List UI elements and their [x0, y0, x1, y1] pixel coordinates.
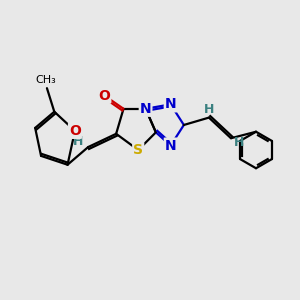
Text: O: O — [98, 88, 110, 103]
Text: CH₃: CH₃ — [35, 75, 56, 85]
Text: N: N — [165, 139, 176, 153]
Text: N: N — [140, 102, 152, 116]
Text: H: H — [204, 103, 214, 116]
Text: H: H — [234, 136, 244, 149]
Text: O: O — [69, 124, 81, 138]
Text: N: N — [165, 98, 176, 111]
Text: H: H — [73, 135, 83, 148]
Text: S: S — [133, 143, 143, 157]
